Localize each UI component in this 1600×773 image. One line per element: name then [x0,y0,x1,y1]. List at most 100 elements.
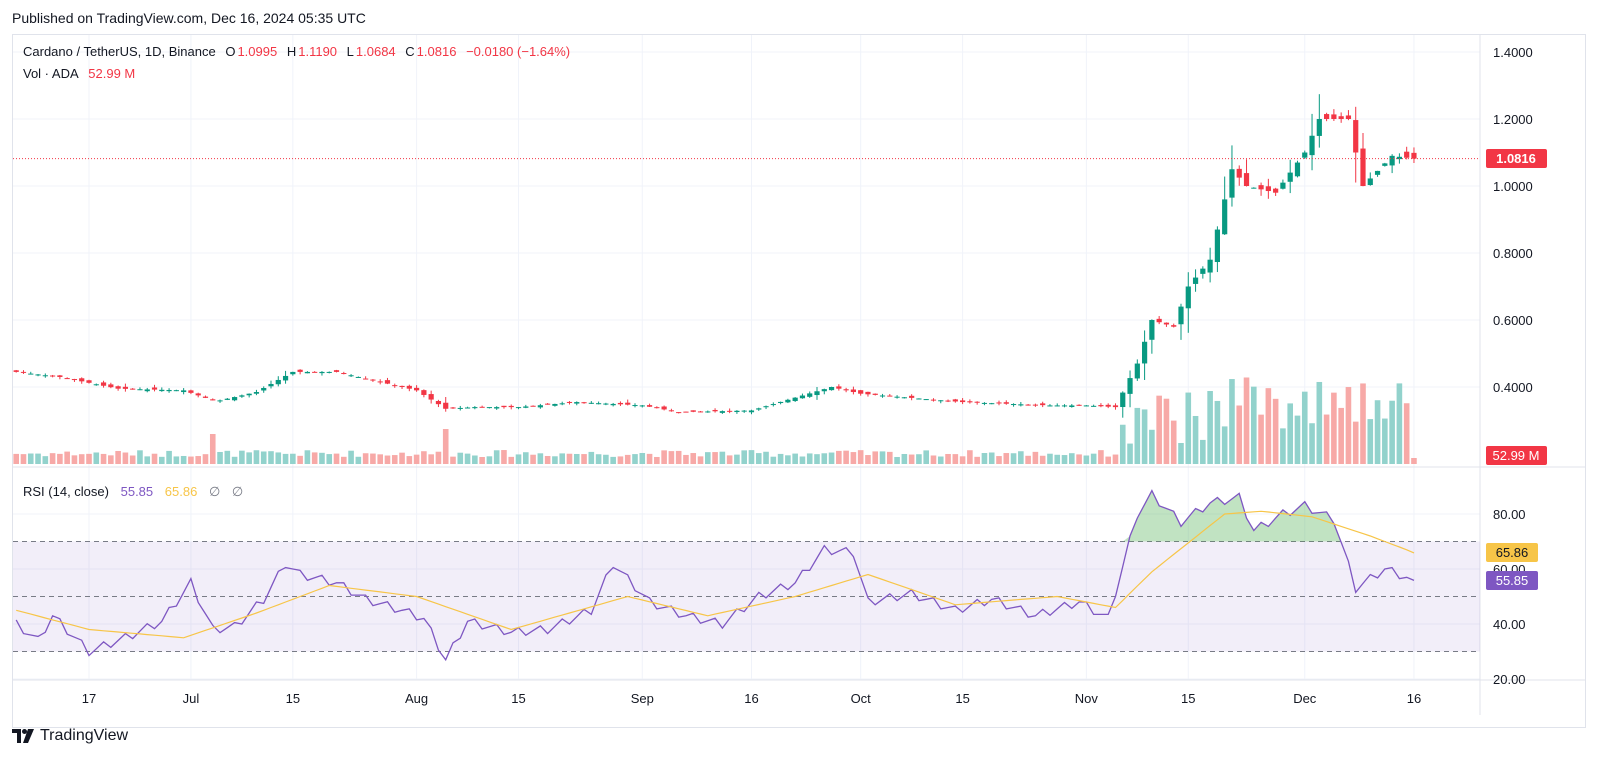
candle-body [64,378,70,380]
candle-body [1010,404,1017,406]
volume-bar [224,450,231,464]
volume-bar [151,453,158,464]
candle-body [1192,277,1199,284]
candle-body [1032,404,1038,406]
volume-bar [530,454,536,464]
candle-body [202,396,209,398]
candle-body [690,410,696,412]
candle-body [50,375,56,377]
price-axis-label: 1.4000 [1493,45,1533,60]
volume-bar [35,453,41,464]
candle-body [697,411,704,413]
candle-body [384,380,391,384]
candle-body [1389,155,1395,166]
volume-bar [1090,453,1097,464]
volume-bar [748,450,755,464]
volume-bar [792,453,798,464]
volume-bar [231,456,238,464]
high-value: 1.1190 [298,44,338,59]
volume-bar [632,454,638,464]
volume-bar [1403,403,1410,464]
candle-body [28,373,34,375]
volume-bar [355,456,362,464]
volume-bar [646,453,653,464]
candle-body [115,386,121,389]
volume-bar [253,450,260,464]
candle-body [246,393,252,396]
volume-bar [996,456,1002,464]
candle-body [137,389,143,391]
volume-bar [537,453,544,464]
price-axis-label: 0.8000 [1493,246,1533,261]
volume-bar [872,451,879,464]
time-axis-label: Sep [631,691,654,706]
candle-body [770,404,776,406]
candle-body [836,386,842,389]
candle-body [923,399,929,401]
candle-body [1091,405,1097,407]
candle-body [894,396,900,398]
volume-bar [814,454,820,464]
candle-body [1112,405,1119,408]
candle-body [472,407,478,409]
volume-bar [1061,455,1068,464]
candle-body [195,393,201,396]
candle-body [581,402,587,404]
volume-bar [1069,453,1075,464]
volume-bar [435,451,442,464]
volume-bar [508,456,515,464]
time-axis-label: Jul [183,691,200,706]
candle-body [756,408,762,410]
volume-bar [1338,407,1344,464]
volume-bar [1047,453,1053,464]
candle-body [1243,173,1250,186]
candle-body [13,370,19,372]
volume-bar [108,455,114,464]
candle-body [1287,172,1293,182]
volume-bar [246,452,252,464]
volume-bar [755,453,762,464]
volume-bar [71,455,78,464]
candle-body [610,403,616,406]
candle-body [319,371,325,374]
volume-bar [836,450,842,464]
volume-bar [1200,439,1206,464]
candle-body [42,375,48,377]
candle-body [1229,169,1235,198]
volume-bar [326,454,333,464]
rsi-label: RSI (14, close) [23,484,109,499]
volume-bar [311,452,318,464]
volume-bar [719,451,726,464]
volume-bar [1119,424,1126,464]
candle-body [916,398,922,400]
candle-body [333,370,340,372]
volume-bar [705,452,711,464]
volume-bar [945,453,951,464]
volume-bar [1221,426,1228,464]
volume-bar [1083,455,1090,464]
volume-bar [1127,443,1133,464]
candle-body [1236,168,1242,178]
candle-body [1207,259,1213,273]
volume-bar [887,451,893,464]
volume-bar [377,454,383,464]
candle-body [210,399,216,401]
volume-bar [333,453,340,464]
volume-bar [923,450,929,464]
volume-bar [275,452,282,464]
volume-bar [42,456,49,464]
volume-bar [457,452,464,464]
volume-bar [115,450,121,464]
volume-bar [27,453,34,464]
volume-bar [57,453,63,464]
candle-body [1324,114,1330,119]
volume-bar [137,450,143,464]
tradingview-brand: TradingView [40,727,129,744]
candle-body [1003,402,1009,404]
candle-body [712,409,718,412]
volume-bar [828,452,835,464]
change-value: −0.0180 (−1.64%) [466,44,571,59]
low-value: 1.0684 [355,44,396,59]
price-axis-label: 0.6000 [1493,313,1533,328]
